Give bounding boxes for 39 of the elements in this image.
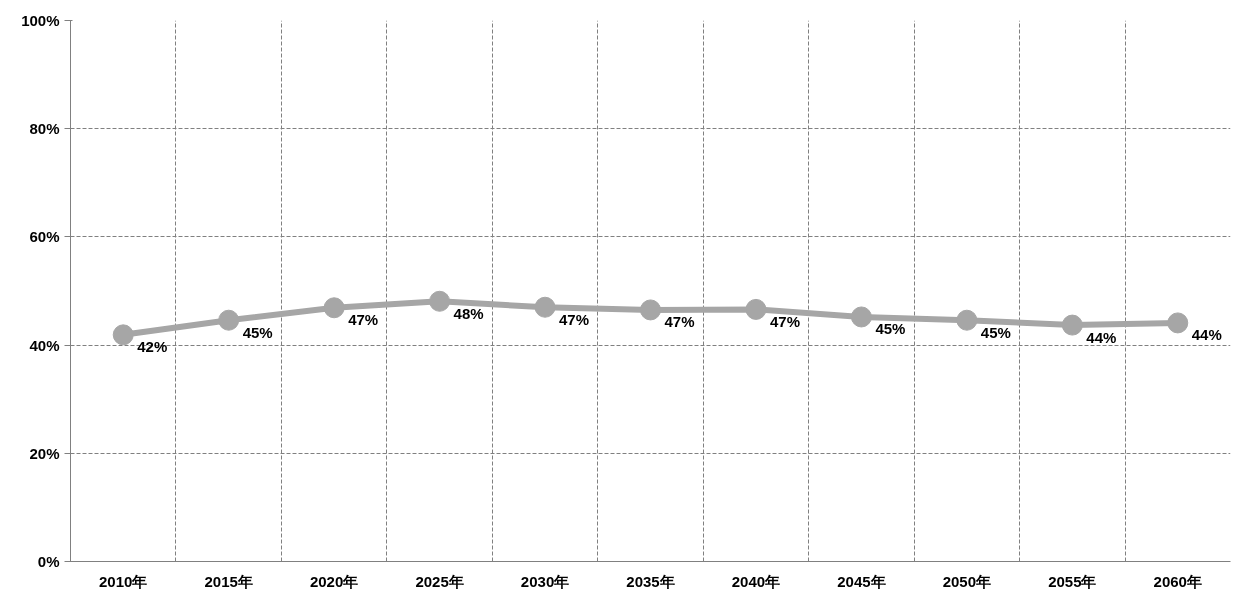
data-label: 44%	[1086, 328, 1117, 346]
point	[1061, 314, 1083, 336]
data-label: 45%	[242, 323, 273, 341]
y-tick-label: 100%	[21, 12, 60, 29]
y-tick-label: 20%	[29, 444, 60, 462]
point	[534, 296, 556, 318]
x-tick-label: 2060年	[1153, 572, 1202, 590]
y-tick-label: 40%	[29, 336, 60, 354]
data-label: 44%	[1191, 326, 1222, 344]
data-label: 47%	[559, 310, 590, 328]
point	[640, 299, 661, 321]
x-tick-label: 2045年	[837, 572, 886, 590]
y-tick-label: 60%	[29, 228, 60, 246]
x-tick-label: 2030年	[520, 572, 570, 590]
x-tick-label: 2055年	[1048, 572, 1097, 590]
point	[1167, 312, 1189, 334]
data-label: 47%	[769, 312, 800, 330]
data-label: 45%	[980, 323, 1011, 341]
point	[112, 324, 134, 346]
x-tick-label: 2025年	[415, 572, 464, 590]
x-tick-label: 2050年	[942, 572, 992, 590]
point	[218, 309, 240, 331]
data-label: 47%	[348, 311, 379, 329]
x-tick-label: 2035年	[626, 572, 675, 590]
data-label: 42%	[137, 338, 168, 356]
point	[429, 290, 451, 312]
x-tick-label: 2015年	[204, 572, 253, 590]
data-label: 47%	[664, 313, 695, 331]
y-tick-label: 0%	[37, 553, 60, 570]
x-tick-label: 2020年	[309, 572, 359, 590]
y-tick-label: 80%	[29, 120, 60, 138]
data-label: 45%	[875, 320, 906, 338]
data-label: 48%	[453, 304, 484, 322]
point	[745, 298, 767, 320]
point	[956, 309, 978, 331]
x-tick-label: 2040年	[731, 572, 781, 590]
x-tick-label: 2010年	[99, 572, 148, 590]
point	[850, 306, 872, 328]
point	[323, 297, 345, 319]
